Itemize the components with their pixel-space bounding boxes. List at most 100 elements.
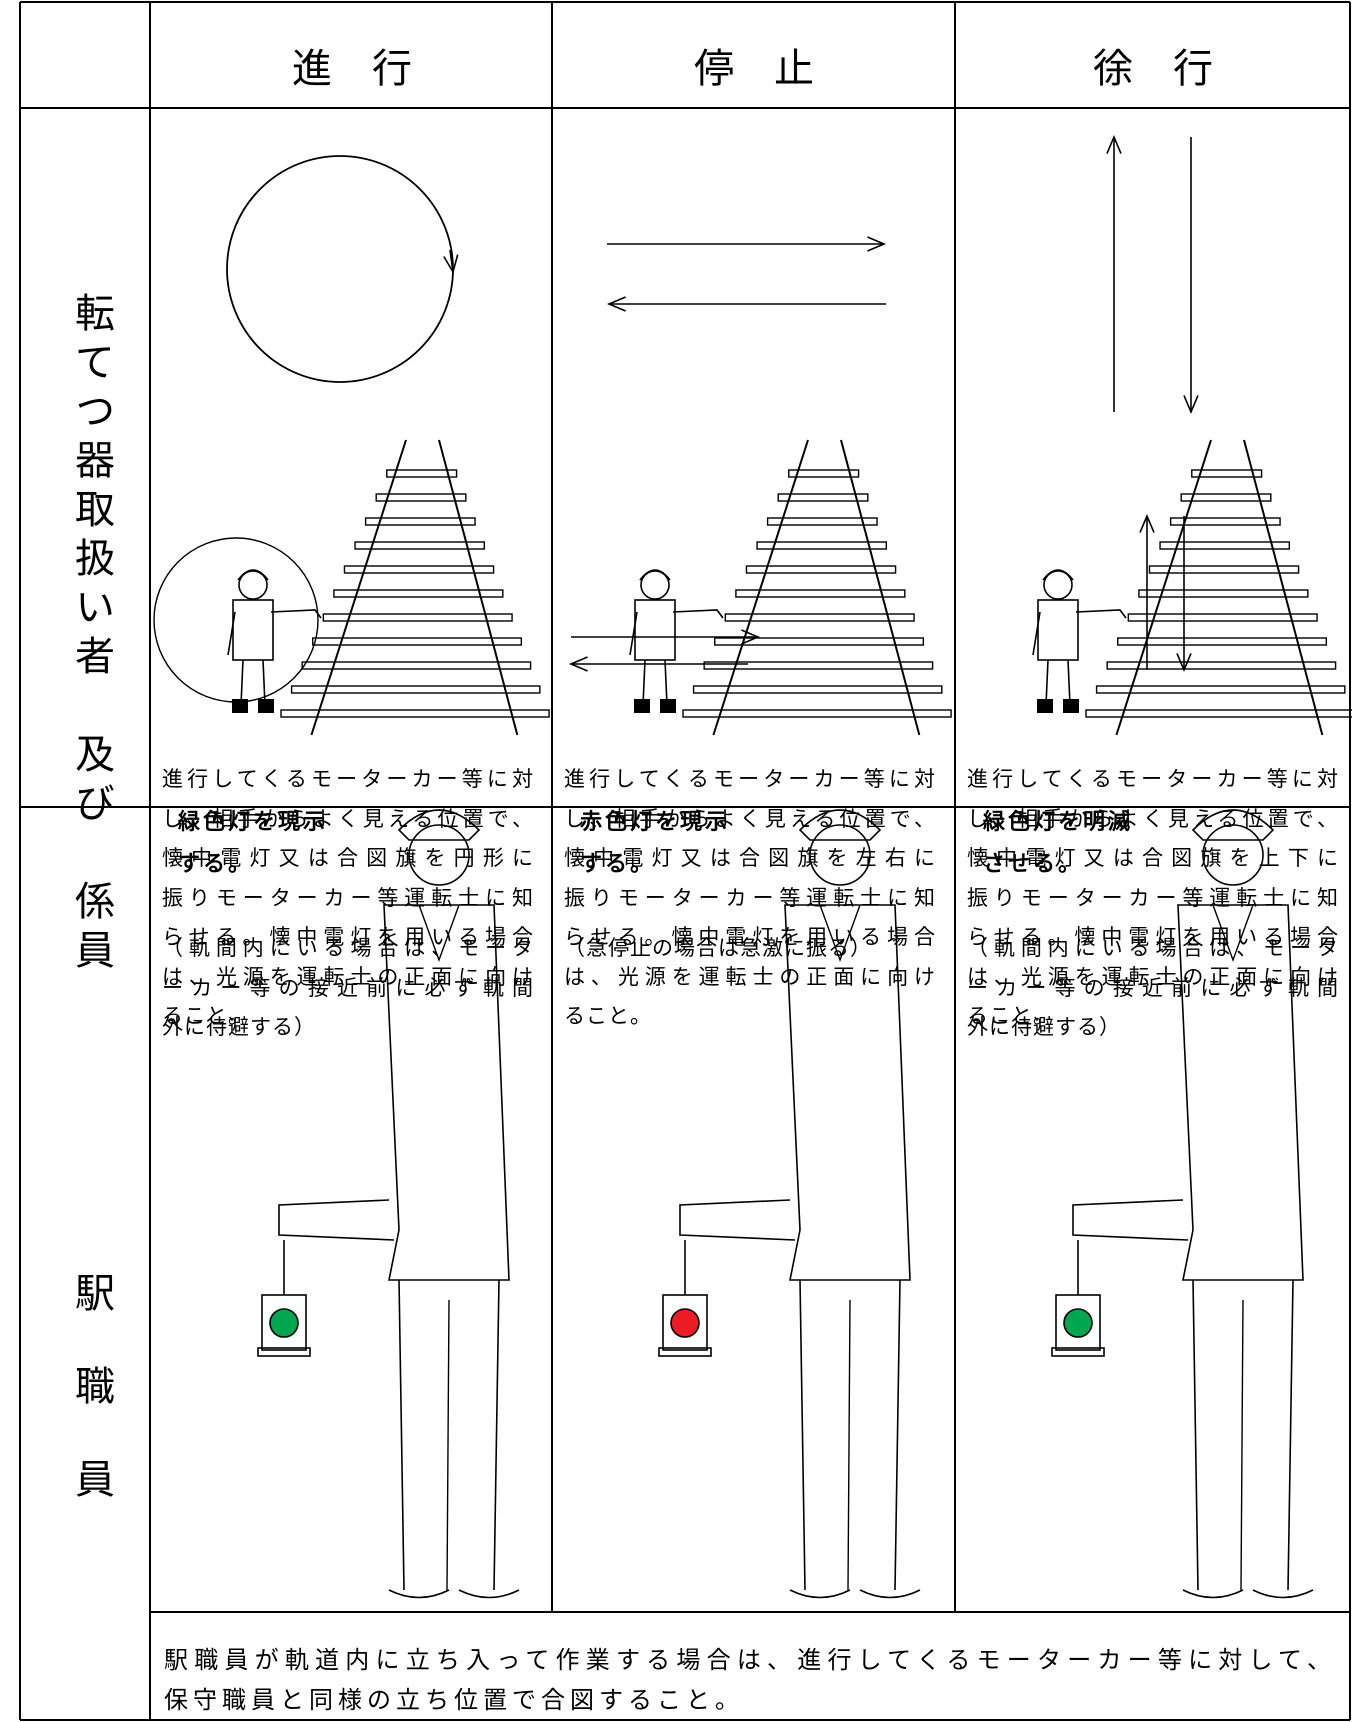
arrow-head bbox=[1139, 513, 1155, 533]
caption-line: する。 bbox=[178, 852, 254, 877]
description-line: 進行してくるモーターカー等に対 bbox=[564, 767, 936, 791]
rail bbox=[310, 439, 407, 736]
header-cell: 停 止 bbox=[694, 46, 814, 92]
arrow-head bbox=[443, 254, 459, 275]
worker-helmet bbox=[237, 569, 269, 581]
sleeper bbox=[703, 661, 934, 670]
lantern-light bbox=[269, 1308, 299, 1338]
worker-leg bbox=[1067, 659, 1071, 706]
lantern-light bbox=[670, 1308, 700, 1338]
staff-leg bbox=[894, 1279, 901, 1591]
staff-head bbox=[1202, 824, 1264, 886]
staff-head bbox=[809, 824, 871, 886]
sleeper bbox=[1169, 517, 1281, 526]
description-line: し、相手からよく見える位置で、 bbox=[967, 806, 1339, 831]
sleeper bbox=[1191, 469, 1263, 478]
arrow-head bbox=[741, 629, 761, 645]
worker-arm bbox=[1032, 611, 1041, 656]
staff-leg bbox=[446, 1299, 450, 1591]
lantern-base bbox=[1051, 1347, 1105, 1357]
description-line: し、相手からよく見える位置で、 bbox=[564, 806, 936, 831]
description-line: は、光源を運転士の正面に向け bbox=[564, 964, 936, 989]
staff-leg bbox=[493, 1279, 500, 1591]
description-line: 懐中電灯又は合図旗を上下に bbox=[967, 846, 1339, 870]
staff-leg bbox=[398, 1279, 405, 1591]
arrow-head bbox=[1106, 134, 1122, 154]
arrow-head bbox=[568, 656, 588, 672]
arrow bbox=[449, 249, 454, 273]
motion-circle bbox=[226, 155, 454, 383]
worker-arm bbox=[1075, 609, 1127, 619]
motion-circle bbox=[153, 537, 319, 703]
sleeper bbox=[682, 709, 952, 718]
description-line: 振りモーターカー等運転士に知 bbox=[564, 885, 936, 910]
description-line: 懐中電灯又は合図旗を円形に bbox=[162, 846, 534, 870]
staff-lapel bbox=[418, 904, 460, 963]
staff-jacket bbox=[383, 904, 510, 1281]
worker-leg bbox=[1045, 659, 1049, 706]
footer-line: 駅職員が軌道内に立ち入って作業する場合は、進行してくるモーターカー等に対して、 bbox=[164, 1646, 1336, 1674]
worker-arm bbox=[629, 611, 638, 656]
sleeper bbox=[714, 637, 925, 646]
staff-leg bbox=[1287, 1279, 1294, 1591]
note-line: ーカー等の接近前に必ず軌間 bbox=[967, 975, 1339, 1000]
staff-lapel bbox=[1212, 904, 1254, 963]
description-line: は、光源を運転士の正面に向け bbox=[162, 964, 534, 989]
staff-jacket bbox=[1177, 904, 1304, 1281]
note-line: 外に待避する） bbox=[967, 1015, 1121, 1039]
note-line: （軌間内にいる場合は、モータ bbox=[967, 936, 1339, 960]
sleeper bbox=[1095, 685, 1346, 694]
worker-boot bbox=[232, 699, 248, 713]
worker-arm bbox=[227, 611, 236, 656]
description-line: し、相手からよく見える位置で、 bbox=[162, 806, 534, 831]
staff-leg bbox=[847, 1299, 851, 1591]
description-line: 進行してくるモーターカー等に対 bbox=[967, 767, 1339, 791]
description-line: 振りモーターカー等運転士に知 bbox=[162, 885, 534, 910]
lantern bbox=[1055, 1294, 1101, 1351]
worker-leg bbox=[240, 659, 244, 706]
description-line: は、光源を運転士の正面に向け bbox=[967, 964, 1339, 989]
description-line: 振りモーターカー等運転士に知 bbox=[967, 885, 1339, 910]
sleeper bbox=[1106, 661, 1337, 670]
arrow-head bbox=[606, 296, 626, 312]
note-line: （軌間内にいる場合は、モータ bbox=[162, 936, 534, 960]
sleeper bbox=[364, 517, 476, 526]
sleeper bbox=[788, 469, 860, 478]
worker-boot bbox=[1037, 699, 1053, 713]
sleeper bbox=[1127, 613, 1318, 622]
sleeper bbox=[1159, 541, 1291, 550]
worker-head bbox=[640, 570, 670, 600]
description-line: 懐中電灯又は合図旗を左右に bbox=[564, 846, 936, 870]
sleeper bbox=[735, 589, 906, 598]
worker-head bbox=[238, 570, 268, 600]
sleeper bbox=[777, 493, 869, 502]
sleeper bbox=[386, 469, 458, 478]
sleeper bbox=[280, 709, 550, 718]
staff-shoe bbox=[1182, 1589, 1244, 1599]
lantern bbox=[662, 1294, 708, 1351]
lantern-base bbox=[257, 1347, 311, 1357]
staff-cap bbox=[397, 809, 481, 841]
staff-shoe bbox=[859, 1589, 921, 1599]
staff-shoe bbox=[1252, 1589, 1314, 1599]
description-line: ること。 bbox=[564, 1004, 652, 1028]
sleeper bbox=[766, 517, 878, 526]
sleeper bbox=[312, 637, 523, 646]
sleeper bbox=[322, 613, 513, 622]
caption-line: する。 bbox=[580, 852, 656, 877]
staff-arm bbox=[679, 1199, 796, 1241]
sleeper bbox=[1180, 493, 1272, 502]
caption-line: 緑色灯を現示 bbox=[178, 810, 329, 835]
arrow-head bbox=[1183, 395, 1199, 415]
worker-body bbox=[634, 599, 676, 661]
arrow-head bbox=[867, 236, 887, 252]
description-line: ること。 bbox=[967, 1004, 1055, 1028]
worker-leg bbox=[642, 659, 646, 706]
sleeper bbox=[301, 661, 532, 670]
sleeper bbox=[343, 565, 495, 574]
sleeper bbox=[1138, 589, 1309, 598]
worker-boot bbox=[660, 699, 676, 713]
rail bbox=[1115, 439, 1212, 736]
